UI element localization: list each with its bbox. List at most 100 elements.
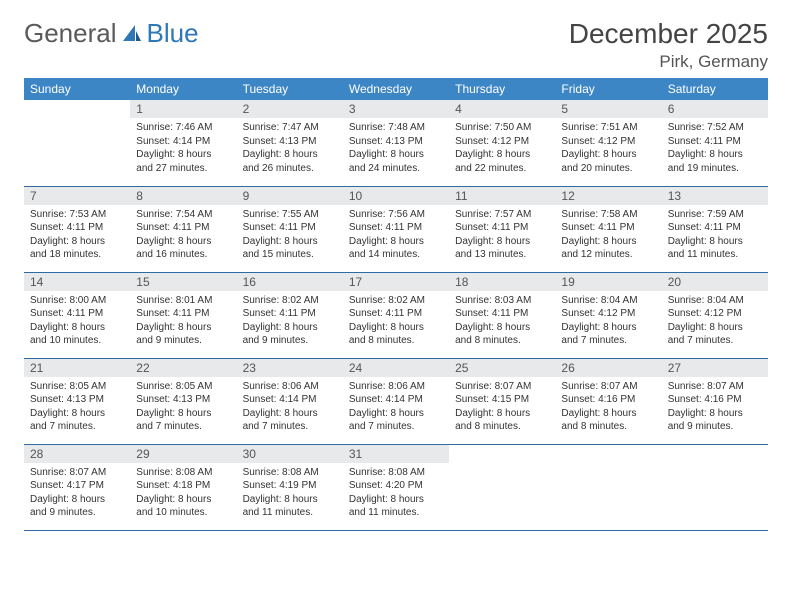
calendar-cell: 3Sunrise: 7:48 AMSunset: 4:13 PMDaylight… <box>343 100 449 186</box>
day-number: 21 <box>24 359 130 377</box>
day-details: Sunrise: 7:55 AMSunset: 4:11 PMDaylight:… <box>237 205 343 266</box>
calendar-cell: 25Sunrise: 8:07 AMSunset: 4:15 PMDayligh… <box>449 358 555 444</box>
day-details: Sunrise: 8:02 AMSunset: 4:11 PMDaylight:… <box>237 291 343 352</box>
day-details: Sunrise: 7:59 AMSunset: 4:11 PMDaylight:… <box>662 205 768 266</box>
day-number: 3 <box>343 100 449 118</box>
calendar-cell: 22Sunrise: 8:05 AMSunset: 4:13 PMDayligh… <box>130 358 236 444</box>
calendar-cell: 5Sunrise: 7:51 AMSunset: 4:12 PMDaylight… <box>555 100 661 186</box>
calendar-cell: 10Sunrise: 7:56 AMSunset: 4:11 PMDayligh… <box>343 186 449 272</box>
day-number: 29 <box>130 445 236 463</box>
weekday-header: Wednesday <box>343 78 449 100</box>
calendar-row: 28Sunrise: 8:07 AMSunset: 4:17 PMDayligh… <box>24 444 768 530</box>
day-number: 15 <box>130 273 236 291</box>
calendar-row: 21Sunrise: 8:05 AMSunset: 4:13 PMDayligh… <box>24 358 768 444</box>
day-number: 10 <box>343 187 449 205</box>
calendar-cell: 14Sunrise: 8:00 AMSunset: 4:11 PMDayligh… <box>24 272 130 358</box>
day-number: 17 <box>343 273 449 291</box>
day-details: Sunrise: 7:52 AMSunset: 4:11 PMDaylight:… <box>662 118 768 179</box>
calendar-cell: 27Sunrise: 8:07 AMSunset: 4:16 PMDayligh… <box>662 358 768 444</box>
month-title: December 2025 <box>569 18 768 50</box>
weekday-header-row: Sunday Monday Tuesday Wednesday Thursday… <box>24 78 768 100</box>
day-number: 14 <box>24 273 130 291</box>
calendar-cell: 7Sunrise: 7:53 AMSunset: 4:11 PMDaylight… <box>24 186 130 272</box>
day-number: 23 <box>237 359 343 377</box>
day-details: Sunrise: 7:56 AMSunset: 4:11 PMDaylight:… <box>343 205 449 266</box>
day-number: 6 <box>662 100 768 118</box>
day-details: Sunrise: 8:08 AMSunset: 4:18 PMDaylight:… <box>130 463 236 524</box>
day-number: 4 <box>449 100 555 118</box>
calendar-cell: 4Sunrise: 7:50 AMSunset: 4:12 PMDaylight… <box>449 100 555 186</box>
day-details: Sunrise: 8:04 AMSunset: 4:12 PMDaylight:… <box>662 291 768 352</box>
calendar-cell: 26Sunrise: 8:07 AMSunset: 4:16 PMDayligh… <box>555 358 661 444</box>
day-details: Sunrise: 8:03 AMSunset: 4:11 PMDaylight:… <box>449 291 555 352</box>
calendar-cell: 21Sunrise: 8:05 AMSunset: 4:13 PMDayligh… <box>24 358 130 444</box>
day-details: Sunrise: 8:07 AMSunset: 4:16 PMDaylight:… <box>555 377 661 438</box>
day-details: Sunrise: 8:00 AMSunset: 4:11 PMDaylight:… <box>24 291 130 352</box>
day-details: Sunrise: 7:50 AMSunset: 4:12 PMDaylight:… <box>449 118 555 179</box>
day-details: Sunrise: 7:53 AMSunset: 4:11 PMDaylight:… <box>24 205 130 266</box>
day-number: 13 <box>662 187 768 205</box>
calendar-table: Sunday Monday Tuesday Wednesday Thursday… <box>24 78 768 531</box>
calendar-cell: 17Sunrise: 8:02 AMSunset: 4:11 PMDayligh… <box>343 272 449 358</box>
day-number: 24 <box>343 359 449 377</box>
calendar-cell: 30Sunrise: 8:08 AMSunset: 4:19 PMDayligh… <box>237 444 343 530</box>
calendar-cell: 19Sunrise: 8:04 AMSunset: 4:12 PMDayligh… <box>555 272 661 358</box>
day-details: Sunrise: 7:47 AMSunset: 4:13 PMDaylight:… <box>237 118 343 179</box>
day-number: 2 <box>237 100 343 118</box>
day-details: Sunrise: 7:51 AMSunset: 4:12 PMDaylight:… <box>555 118 661 179</box>
day-details: Sunrise: 8:05 AMSunset: 4:13 PMDaylight:… <box>130 377 236 438</box>
day-number: 1 <box>130 100 236 118</box>
day-number: 19 <box>555 273 661 291</box>
day-details: Sunrise: 7:54 AMSunset: 4:11 PMDaylight:… <box>130 205 236 266</box>
calendar-cell: 16Sunrise: 8:02 AMSunset: 4:11 PMDayligh… <box>237 272 343 358</box>
day-details: Sunrise: 8:06 AMSunset: 4:14 PMDaylight:… <box>343 377 449 438</box>
calendar-cell: 13Sunrise: 7:59 AMSunset: 4:11 PMDayligh… <box>662 186 768 272</box>
day-details: Sunrise: 8:07 AMSunset: 4:17 PMDaylight:… <box>24 463 130 524</box>
day-details: Sunrise: 7:58 AMSunset: 4:11 PMDaylight:… <box>555 205 661 266</box>
day-number: 28 <box>24 445 130 463</box>
day-details: Sunrise: 8:07 AMSunset: 4:16 PMDaylight:… <box>662 377 768 438</box>
logo-word2: Blue <box>147 18 199 49</box>
calendar-cell: 8Sunrise: 7:54 AMSunset: 4:11 PMDaylight… <box>130 186 236 272</box>
day-details: Sunrise: 8:05 AMSunset: 4:13 PMDaylight:… <box>24 377 130 438</box>
calendar-cell: 2Sunrise: 7:47 AMSunset: 4:13 PMDaylight… <box>237 100 343 186</box>
calendar-cell: 9Sunrise: 7:55 AMSunset: 4:11 PMDaylight… <box>237 186 343 272</box>
location: Pirk, Germany <box>569 52 768 72</box>
calendar-cell: 20Sunrise: 8:04 AMSunset: 4:12 PMDayligh… <box>662 272 768 358</box>
calendar-cell <box>555 444 661 530</box>
day-details: Sunrise: 8:01 AMSunset: 4:11 PMDaylight:… <box>130 291 236 352</box>
day-details: Sunrise: 8:04 AMSunset: 4:12 PMDaylight:… <box>555 291 661 352</box>
calendar-cell: 18Sunrise: 8:03 AMSunset: 4:11 PMDayligh… <box>449 272 555 358</box>
day-details: Sunrise: 8:08 AMSunset: 4:19 PMDaylight:… <box>237 463 343 524</box>
day-number: 22 <box>130 359 236 377</box>
day-number: 5 <box>555 100 661 118</box>
logo: General Blue <box>24 18 199 49</box>
calendar-cell: 23Sunrise: 8:06 AMSunset: 4:14 PMDayligh… <box>237 358 343 444</box>
calendar-cell: 28Sunrise: 8:07 AMSunset: 4:17 PMDayligh… <box>24 444 130 530</box>
weekday-header: Saturday <box>662 78 768 100</box>
calendar-cell <box>449 444 555 530</box>
weekday-header: Friday <box>555 78 661 100</box>
calendar-cell: 15Sunrise: 8:01 AMSunset: 4:11 PMDayligh… <box>130 272 236 358</box>
day-details: Sunrise: 7:48 AMSunset: 4:13 PMDaylight:… <box>343 118 449 179</box>
weekday-header: Sunday <box>24 78 130 100</box>
day-number: 11 <box>449 187 555 205</box>
logo-word1: General <box>24 18 117 49</box>
day-details: Sunrise: 8:08 AMSunset: 4:20 PMDaylight:… <box>343 463 449 524</box>
day-number: 18 <box>449 273 555 291</box>
day-number: 9 <box>237 187 343 205</box>
day-number: 26 <box>555 359 661 377</box>
logo-sail-icon <box>121 23 143 45</box>
day-number: 27 <box>662 359 768 377</box>
calendar-row: 7Sunrise: 7:53 AMSunset: 4:11 PMDaylight… <box>24 186 768 272</box>
header: General Blue December 2025 Pirk, Germany <box>24 18 768 72</box>
day-number: 25 <box>449 359 555 377</box>
day-number: 7 <box>24 187 130 205</box>
day-number: 30 <box>237 445 343 463</box>
day-details: Sunrise: 8:02 AMSunset: 4:11 PMDaylight:… <box>343 291 449 352</box>
calendar-row: 1Sunrise: 7:46 AMSunset: 4:14 PMDaylight… <box>24 100 768 186</box>
calendar-cell <box>24 100 130 186</box>
calendar-cell: 1Sunrise: 7:46 AMSunset: 4:14 PMDaylight… <box>130 100 236 186</box>
calendar-cell: 11Sunrise: 7:57 AMSunset: 4:11 PMDayligh… <box>449 186 555 272</box>
calendar-cell: 12Sunrise: 7:58 AMSunset: 4:11 PMDayligh… <box>555 186 661 272</box>
